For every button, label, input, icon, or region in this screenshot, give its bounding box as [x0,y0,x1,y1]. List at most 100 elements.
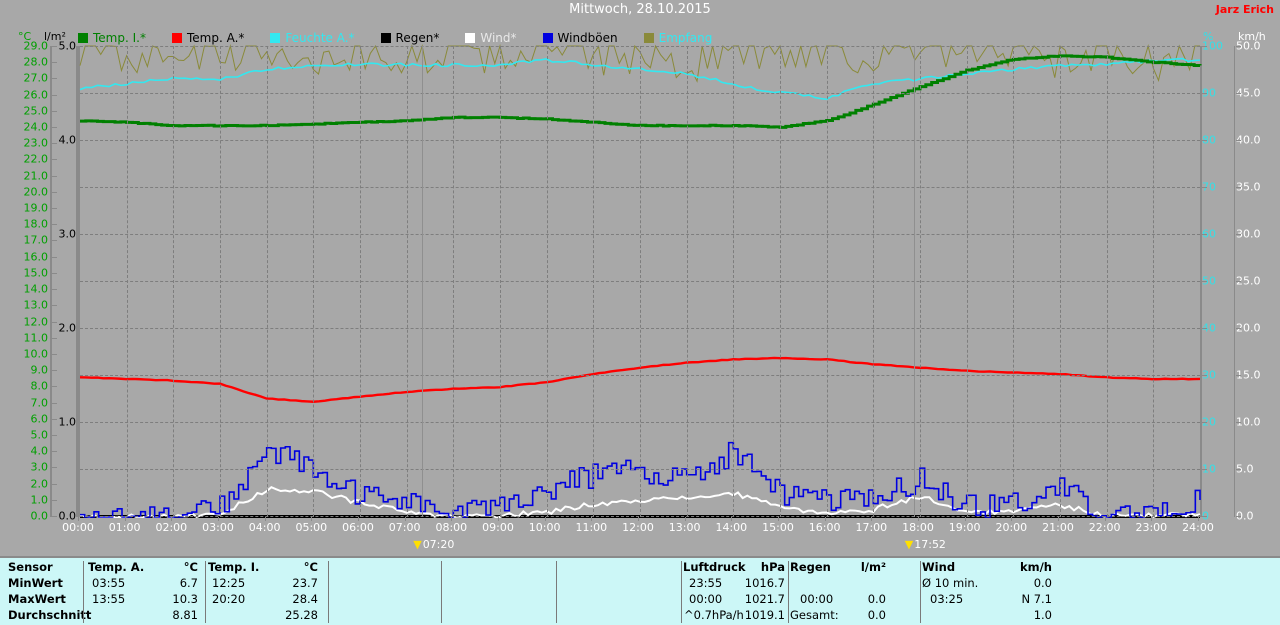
grid-line-horizontal [80,375,1200,376]
axis-tickmark [1202,187,1207,188]
legend-item-regen[interactable]: Regen* [380,31,440,45]
legend-item-wind[interactable]: Wind* [465,31,517,45]
table-cell: 1.0 [1033,608,1052,622]
axis-tickmark [1202,375,1207,376]
tick-label-temperature: 29.0 [23,39,49,53]
axis-tickmark [52,191,57,193]
table-column-divider [205,561,206,623]
axis-tickmark [52,110,57,112]
tick-label-time: 08:00 [435,521,468,534]
axis-tickmark [1236,422,1241,423]
legend-item-windben[interactable]: Windböen [542,31,618,45]
tick-label-time: 21:00 [1042,521,1074,534]
legend-swatch-icon [542,33,553,43]
legend-item-feuchtea[interactable]: Feuchte A.* [270,31,355,45]
tick-label-time: 19:00 [948,521,981,534]
legend-swatch-icon [270,33,281,43]
axis-tickmark [1202,281,1207,282]
tick-label-time: 09:00 [482,521,514,534]
axis-tickmark [52,143,57,145]
axis-tickmark [1202,234,1207,235]
tick-label-time: 11:00 [575,521,608,534]
table-cell: N 7.1 [1021,592,1052,606]
axis-tickmark [52,337,57,339]
tick-label-time: 24:00 [1182,521,1214,534]
tick-label-temperature: 17.0 [23,233,49,247]
axis-tickmark [52,240,57,242]
table-cell: 12:25 [212,576,246,590]
table-cell: 23:55 [689,576,723,590]
table-row-label: MaxWert [8,592,66,606]
table-cell: 00:00 [800,592,834,606]
table-cell: Temp. A. [88,560,145,574]
table-cell: hPa [760,560,785,574]
table-cell: 13:55 [92,592,126,606]
axis-tickmark [52,94,57,96]
axis-ticks-rain: 5.0 4.0 3.0 2.0 1.0 0.0 [48,40,77,523]
left-rain-unit: l/m² [44,30,66,43]
legend-item-tempa[interactable]: Temp. A.* [171,31,244,45]
axis-tickmark-time [1198,517,1199,521]
axis-rail-wind [1234,46,1241,517]
tick-label-temperature: 12.0 [23,315,49,329]
sunset-time: 17:52 [914,537,946,551]
axis-tickmark [1202,516,1207,517]
tick-label-time: 12:00 [622,521,654,534]
sunset-icon: ▼ [904,537,914,551]
table-cell: 0.0 [867,608,886,622]
axis-tickmark [1236,187,1241,188]
tick-label-temperature: 1.0 [30,493,49,507]
tick-label-temperature: 21.0 [23,169,49,183]
axis-tickmark-time [824,517,826,521]
tick-label-wind: 0.0 [1236,509,1254,523]
tick-label-temperature: 0.0 [30,509,49,523]
legend-item-tempi[interactable]: Temp. I.* [78,31,146,45]
axis-tickmark [52,370,57,372]
axis-tickmark-time [218,517,219,521]
tick-label-wind: 50.0 [1236,39,1261,53]
table-cell: 03:25 [930,592,964,606]
axis-tickmark [1236,46,1241,47]
table-cell: 23.7 [292,576,318,590]
axis-ticks-time: 00:00 01:00 02:00 03:00 04:00 05:00 06:00 07:00… [0,521,1280,539]
page-title: Mittwoch, 28.10.2015 [569,2,711,17]
axis-tickmark [1236,234,1241,235]
table-cell: km/h [1019,560,1052,574]
axis-tickmark [52,256,57,258]
table-cell: 00:00 [689,592,723,606]
table-cell: ^0.7hPa/h [684,608,744,622]
tick-label-temperature: 27.0 [23,71,49,85]
table-cell: 1019.1 [744,608,785,622]
left-temp-unit: °C [18,30,32,43]
legend-item-empfang[interactable]: Empfang [643,31,712,45]
axis-tickmark [52,434,57,436]
legend-swatch-icon [465,33,476,43]
axis-tickmark [52,78,57,80]
tick-label-temperature: 20.0 [23,185,49,199]
table-cell: °C [303,560,318,574]
axis-tickmark-time [404,517,406,521]
table-column-divider [681,561,682,623]
table-row-label: Sensor [8,560,53,574]
tick-label-rain: 0.0 [58,509,77,523]
tick-label-temperature: 13.0 [23,298,49,312]
tick-label-wind: 45.0 [1236,86,1261,100]
table-cell: 0.0 [1033,576,1052,590]
table-cell: 10.3 [172,592,198,606]
tick-label-time: 10:00 [528,521,561,534]
table-row-label: Durchschnitt [8,608,92,622]
tick-label-time: 01:00 [108,521,141,534]
axis-tickmark [52,46,57,47]
legend-swatch-icon [78,33,88,43]
tick-label-temperature: 7.0 [30,396,49,410]
tick-label-temperature: 19.0 [23,201,49,215]
tick-label-time: 16:00 [808,521,841,534]
legend-swatch-icon [643,33,654,43]
legend-swatch-icon [171,33,182,43]
legend-label: Wind* [480,31,517,45]
table-column-divider [441,561,442,623]
axis-tickmark [1236,375,1241,376]
legend-label: Regen* [395,31,440,45]
table-cell: 25.28 [285,608,318,622]
tick-label-humidity: 70 [1202,180,1216,194]
